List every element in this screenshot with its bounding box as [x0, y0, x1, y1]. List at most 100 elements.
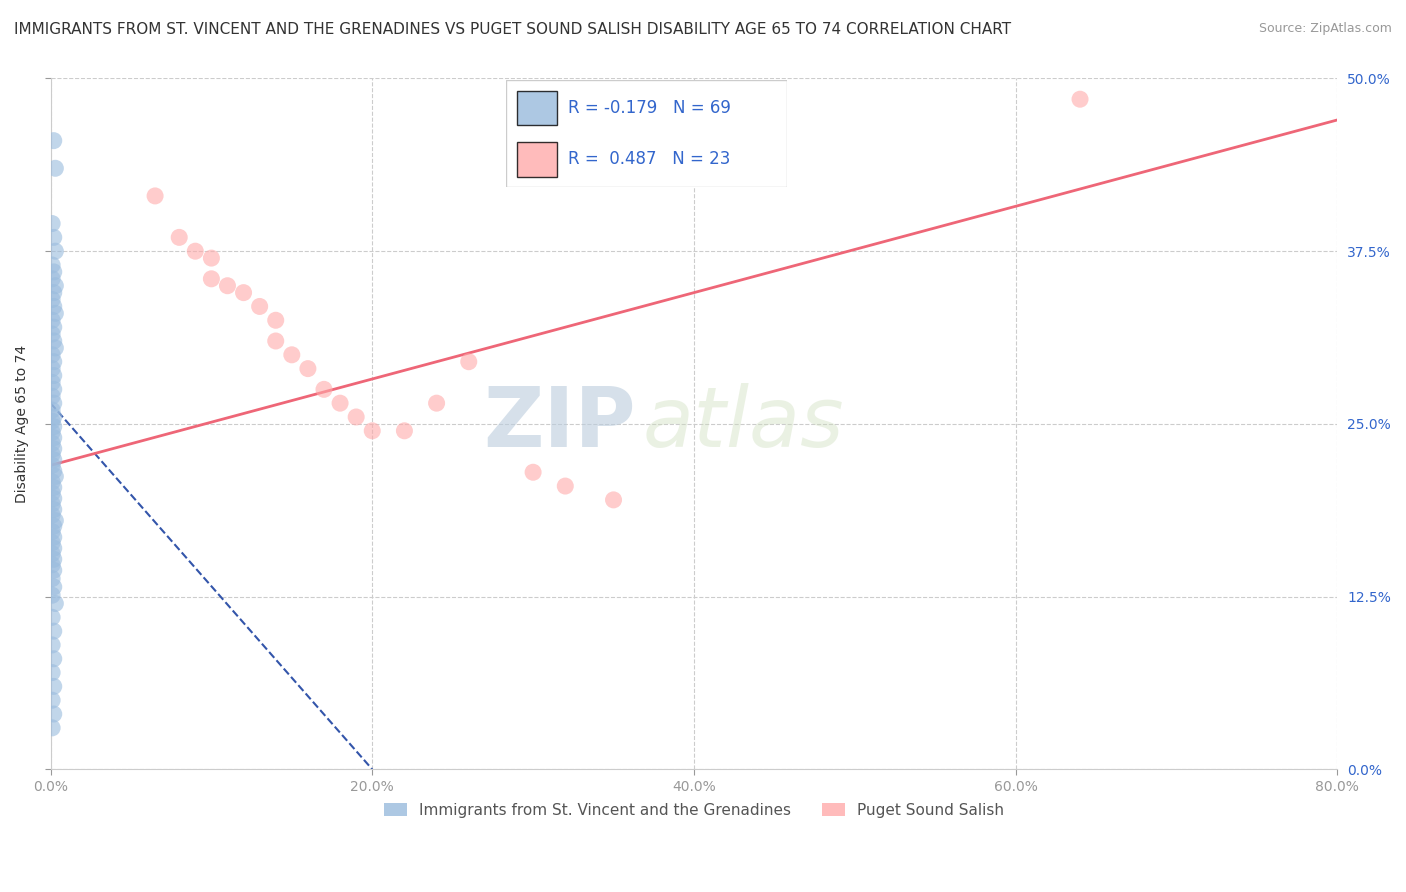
Point [281, 348, 304, 362]
Point [42, 265, 65, 279]
Point [44, 244, 66, 259]
Point [1069, 92, 1091, 106]
Point [41, 547, 63, 561]
Point [42, 530, 65, 544]
Point [41, 293, 63, 307]
FancyBboxPatch shape [517, 143, 557, 177]
Point [42, 491, 65, 506]
Point [41, 389, 63, 403]
Point [41, 425, 63, 440]
Point [312, 382, 335, 396]
Point [42, 409, 65, 424]
Point [41, 588, 63, 602]
Legend: Immigrants from St. Vincent and the Grenadines, Puget Sound Salish: Immigrants from St. Vincent and the Gren… [378, 797, 1010, 824]
Point [41, 376, 63, 390]
Point [42, 480, 65, 494]
Point [41, 272, 63, 286]
Point [41, 638, 63, 652]
Point [42, 680, 65, 694]
Point [41, 361, 63, 376]
FancyBboxPatch shape [517, 91, 557, 125]
Text: IMMIGRANTS FROM ST. VINCENT AND THE GRENADINES VS PUGET SOUND SALISH DISABILITY : IMMIGRANTS FROM ST. VINCENT AND THE GREN… [14, 22, 1011, 37]
Point [42, 452, 65, 467]
Point [264, 313, 287, 327]
Point [42, 652, 65, 666]
Point [42, 382, 65, 396]
Point [41, 313, 63, 327]
Point [344, 409, 367, 424]
Point [44, 597, 66, 611]
Point [167, 230, 190, 244]
Point [232, 285, 254, 300]
Point [457, 355, 479, 369]
Point [41, 486, 63, 500]
Point [42, 442, 65, 456]
Point [41, 508, 63, 522]
Point [42, 285, 65, 300]
Point [42, 419, 65, 434]
Point [44, 514, 66, 528]
Point [42, 464, 65, 478]
Point [42, 552, 65, 566]
Point [41, 447, 63, 461]
Point [41, 403, 63, 417]
Point [44, 161, 66, 176]
Point [41, 524, 63, 539]
Point [522, 465, 544, 479]
Point [41, 693, 63, 707]
Point [41, 436, 63, 450]
Point [42, 624, 65, 639]
Point [361, 424, 384, 438]
Point [426, 396, 449, 410]
Point [42, 563, 65, 577]
Point [42, 580, 65, 594]
Point [200, 251, 222, 265]
Point [42, 300, 65, 314]
Point [41, 497, 63, 511]
Point [42, 541, 65, 556]
Point [143, 189, 166, 203]
Point [554, 479, 576, 493]
Text: R = -0.179   N = 69: R = -0.179 N = 69 [568, 99, 731, 117]
Point [184, 244, 207, 259]
Point [200, 272, 222, 286]
Text: atlas: atlas [643, 384, 844, 465]
Text: Source: ZipAtlas.com: Source: ZipAtlas.com [1258, 22, 1392, 36]
Point [44, 306, 66, 320]
Point [42, 334, 65, 348]
Point [41, 665, 63, 680]
Text: ZIP: ZIP [484, 384, 636, 465]
Point [41, 610, 63, 624]
Text: R =  0.487   N = 23: R = 0.487 N = 23 [568, 151, 730, 169]
Point [42, 396, 65, 410]
Point [42, 230, 65, 244]
Point [42, 368, 65, 383]
Point [249, 300, 271, 314]
Point [41, 721, 63, 735]
Point [42, 431, 65, 445]
Point [42, 355, 65, 369]
Point [42, 706, 65, 721]
Point [41, 327, 63, 342]
Point [42, 134, 65, 148]
Point [44, 278, 66, 293]
Point [41, 558, 63, 572]
Point [41, 414, 63, 428]
FancyBboxPatch shape [506, 80, 787, 187]
Point [44, 341, 66, 355]
Point [297, 361, 319, 376]
Point [217, 278, 239, 293]
Point [41, 258, 63, 272]
Point [264, 334, 287, 348]
Point [41, 458, 63, 473]
Point [41, 572, 63, 586]
Point [602, 492, 624, 507]
Point [42, 519, 65, 533]
Point [41, 348, 63, 362]
Point [41, 217, 63, 231]
Point [42, 320, 65, 334]
Point [329, 396, 352, 410]
Point [394, 424, 416, 438]
Point [42, 502, 65, 516]
Point [41, 535, 63, 549]
